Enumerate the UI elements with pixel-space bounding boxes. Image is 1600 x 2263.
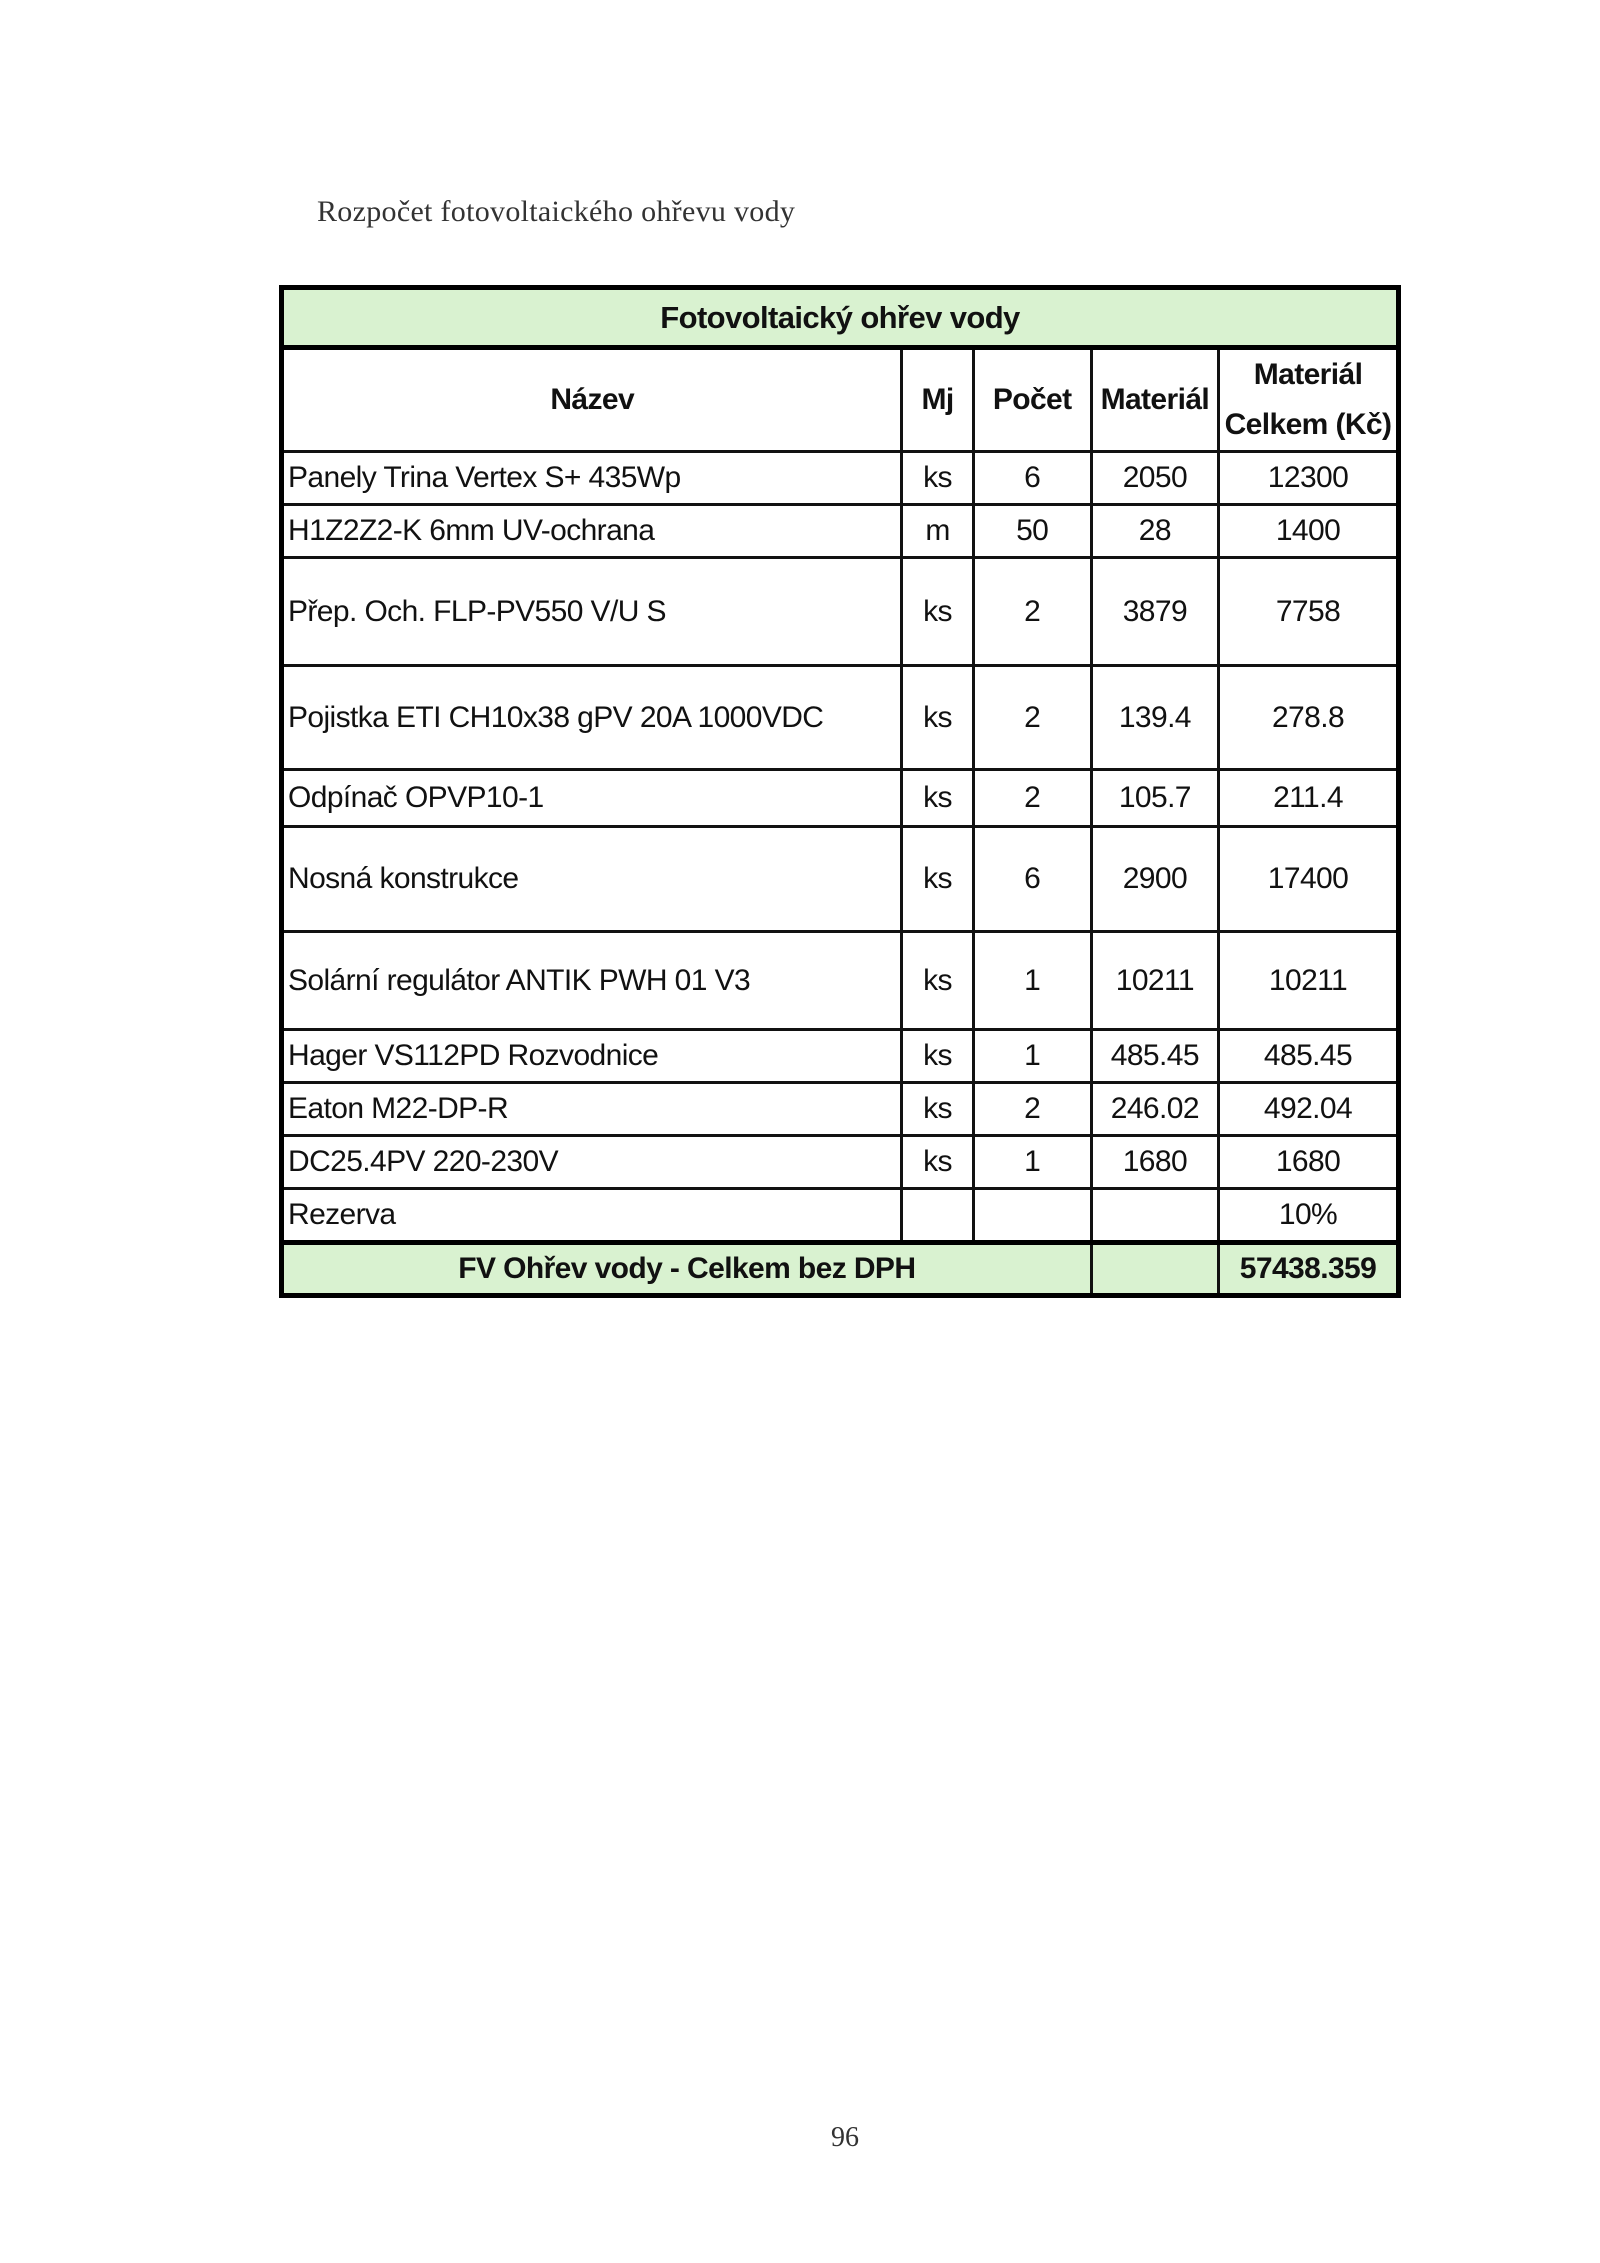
cell-material: 139.4 (1089, 664, 1221, 771)
cell-name: Rezerva (279, 1187, 904, 1244)
cell-celkem: 485.45 (1217, 1028, 1400, 1084)
col-header-pocet: Počet (971, 346, 1093, 453)
total-row: FV Ohřev vody - Celkem bez DPH 57438.359 (280, 1240, 1400, 1297)
cell-celkem: 7758 (1217, 556, 1400, 667)
cell-name: Hager VS112PD Rozvodnice (279, 1028, 904, 1084)
cell-name: Odpínač OPVP10-1 (279, 768, 904, 828)
col-header-mj: Mj (900, 346, 975, 453)
cell-material: 28 (1089, 503, 1221, 559)
col-header-nazev: Název (279, 346, 904, 453)
table-row: Odpínač OPVP10-1 ks 2 105.7 211.4 (279, 768, 1400, 828)
cell-material: 2900 (1089, 825, 1221, 933)
col-header-material: Materiál (1089, 346, 1221, 453)
cell-name: Nosná konstrukce (279, 825, 904, 933)
cell-pocet: 6 (971, 825, 1093, 933)
table-header-row: Název Mj Počet Materiál Materiál Celkem … (279, 346, 1400, 453)
cell-material: 2050 (1089, 450, 1221, 506)
col-header-celkem: Materiál Celkem (Kč) (1217, 346, 1400, 453)
cell-name: Přep. Och. FLP-PV550 V/U S (279, 556, 904, 667)
table-title: Fotovoltaický ohřev vody (280, 286, 1400, 350)
cell-mj: ks (900, 768, 975, 828)
cell-mj: ks (900, 930, 975, 1031)
total-empty-cell (1089, 1240, 1221, 1297)
cell-celkem: 1680 (1217, 1134, 1400, 1190)
cell-mj: ks (900, 664, 975, 771)
cell-celkem: 492.04 (1217, 1081, 1400, 1137)
cell-pocet: 2 (971, 768, 1093, 828)
total-label: FV Ohřev vody - Celkem bez DPH (280, 1240, 1093, 1297)
cell-mj: ks (900, 450, 975, 506)
cell-material: 1680 (1089, 1134, 1221, 1190)
table-row: Nosná konstrukce ks 6 2900 17400 (279, 825, 1400, 933)
cell-mj: ks (900, 1081, 975, 1137)
cell-celkem: 10211 (1217, 930, 1400, 1031)
cell-celkem: 12300 (1217, 450, 1400, 506)
cell-material (1089, 1187, 1221, 1244)
cell-pocet: 2 (971, 664, 1093, 771)
table-row: Panely Trina Vertex S+ 435Wp ks 6 2050 12300 (279, 450, 1400, 506)
cell-pocet: 1 (971, 1028, 1093, 1084)
cell-name: H1Z2Z2-K 6mm UV-ochrana (279, 503, 904, 559)
table-row: Hager VS112PD Rozvodnice ks 1 485.45 485.45 (279, 1028, 1400, 1084)
cell-material: 3879 (1089, 556, 1221, 667)
cell-pocet (971, 1187, 1093, 1244)
cell-material: 246.02 (1089, 1081, 1221, 1137)
cell-celkem: 10% (1217, 1187, 1400, 1244)
cell-celkem: 211.4 (1217, 768, 1400, 828)
table-title-row: Fotovoltaický ohřev vody (280, 286, 1400, 350)
cell-celkem: 278.8 (1217, 664, 1400, 771)
table-row: Pojistka ETI CH10x38 gPV 20A 1000VDC ks 2 1… (279, 664, 1400, 771)
cell-material: 105.7 (1089, 768, 1221, 828)
cell-mj: ks (900, 825, 975, 933)
cell-pocet: 1 (971, 1134, 1093, 1190)
cell-name: DC25.4PV 220-230V (279, 1134, 904, 1190)
cell-mj: ks (900, 1134, 975, 1190)
cell-pocet: 1 (971, 930, 1093, 1031)
cell-pocet: 2 (971, 556, 1093, 667)
cell-material: 10211 (1089, 930, 1221, 1031)
cell-mj: ks (900, 1028, 975, 1084)
cell-mj (900, 1187, 975, 1244)
cell-name: Panely Trina Vertex S+ 435Wp (279, 450, 904, 506)
cell-celkem: 17400 (1217, 825, 1400, 933)
table-row: Eaton M22-DP-R ks 2 246.02 492.04 (279, 1081, 1400, 1137)
total-value: 57438.359 (1217, 1240, 1400, 1297)
cell-material: 485.45 (1089, 1028, 1221, 1084)
table-row: Solární regulátor ANTIK PWH 01 V3 ks 1 1021… (279, 930, 1400, 1031)
section-heading: Rozpočet fotovoltaického ohřevu vody (317, 195, 796, 228)
cell-mj: m (900, 503, 975, 559)
cell-pocet: 50 (971, 503, 1093, 559)
cell-name: Eaton M22-DP-R (279, 1081, 904, 1137)
page-number: 96 (831, 2122, 859, 2153)
cell-pocet: 2 (971, 1081, 1093, 1137)
table-row: H1Z2Z2-K 6mm UV-ochrana m 50 28 1400 (279, 503, 1400, 559)
cell-pocet: 6 (971, 450, 1093, 506)
cell-name: Solární regulátor ANTIK PWH 01 V3 (279, 930, 904, 1031)
cell-celkem: 1400 (1217, 503, 1400, 559)
budget-table: Fotovoltaický ohřev vody Název Mj Počet … (279, 285, 1401, 1298)
table-row: DC25.4PV 220-230V ks 1 1680 1680 (279, 1134, 1400, 1190)
cell-mj: ks (900, 556, 975, 667)
cell-name: Pojistka ETI CH10x38 gPV 20A 1000VDC (279, 664, 904, 771)
table-row: Rezerva 10% (279, 1187, 1400, 1244)
